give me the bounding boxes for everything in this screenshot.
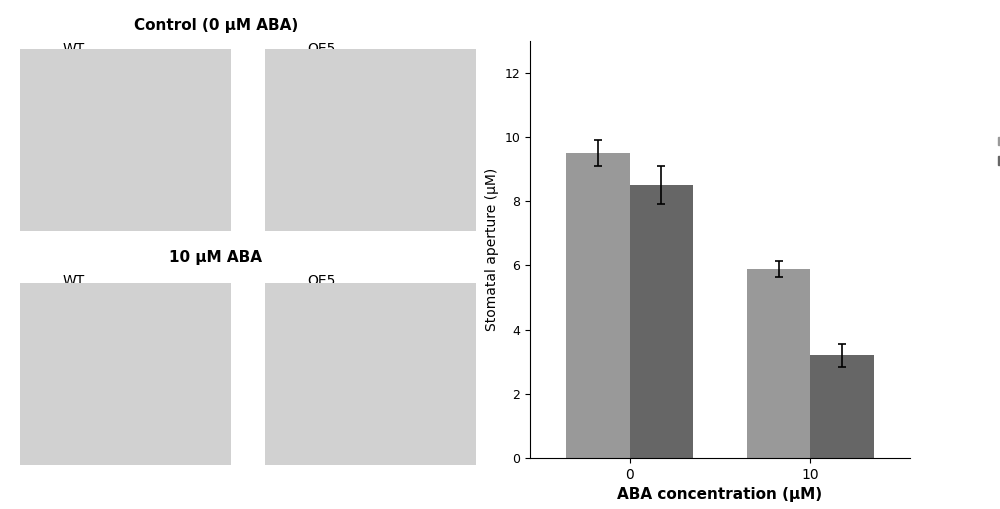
Text: Control (0 μM ABA): Control (0 μM ABA) bbox=[134, 18, 298, 33]
Legend: WT, OE5: WT, OE5 bbox=[993, 130, 1000, 173]
Bar bbox=[747, 269, 810, 458]
Text: WT: WT bbox=[63, 42, 85, 55]
Bar bbox=[566, 153, 630, 458]
Text: OE5: OE5 bbox=[307, 274, 335, 288]
Text: 10 μM ABA: 10 μM ABA bbox=[169, 250, 262, 265]
Bar bbox=[630, 185, 693, 458]
Y-axis label: Stomatal aperture (μM): Stomatal aperture (μM) bbox=[485, 168, 499, 331]
Text: OE5: OE5 bbox=[307, 42, 335, 55]
X-axis label: ABA concentration (μM): ABA concentration (μM) bbox=[617, 488, 823, 502]
Bar bbox=[810, 355, 874, 458]
Text: WT: WT bbox=[63, 274, 85, 288]
